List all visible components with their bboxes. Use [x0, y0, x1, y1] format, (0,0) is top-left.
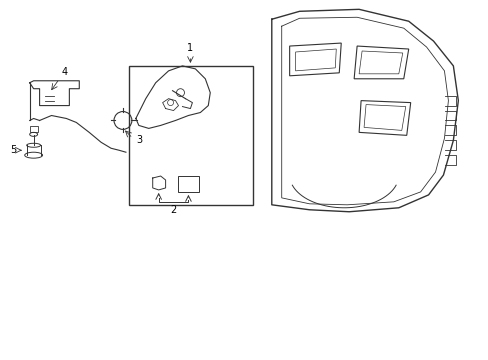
Text: 3: 3 — [136, 135, 142, 145]
Text: 4: 4 — [61, 67, 67, 77]
Text: 5: 5 — [10, 145, 16, 155]
Bar — [129, 66, 252, 205]
Bar — [177, 176, 199, 192]
Text: 1: 1 — [187, 43, 193, 53]
Bar — [30, 126, 38, 132]
Text: 2: 2 — [170, 205, 176, 215]
